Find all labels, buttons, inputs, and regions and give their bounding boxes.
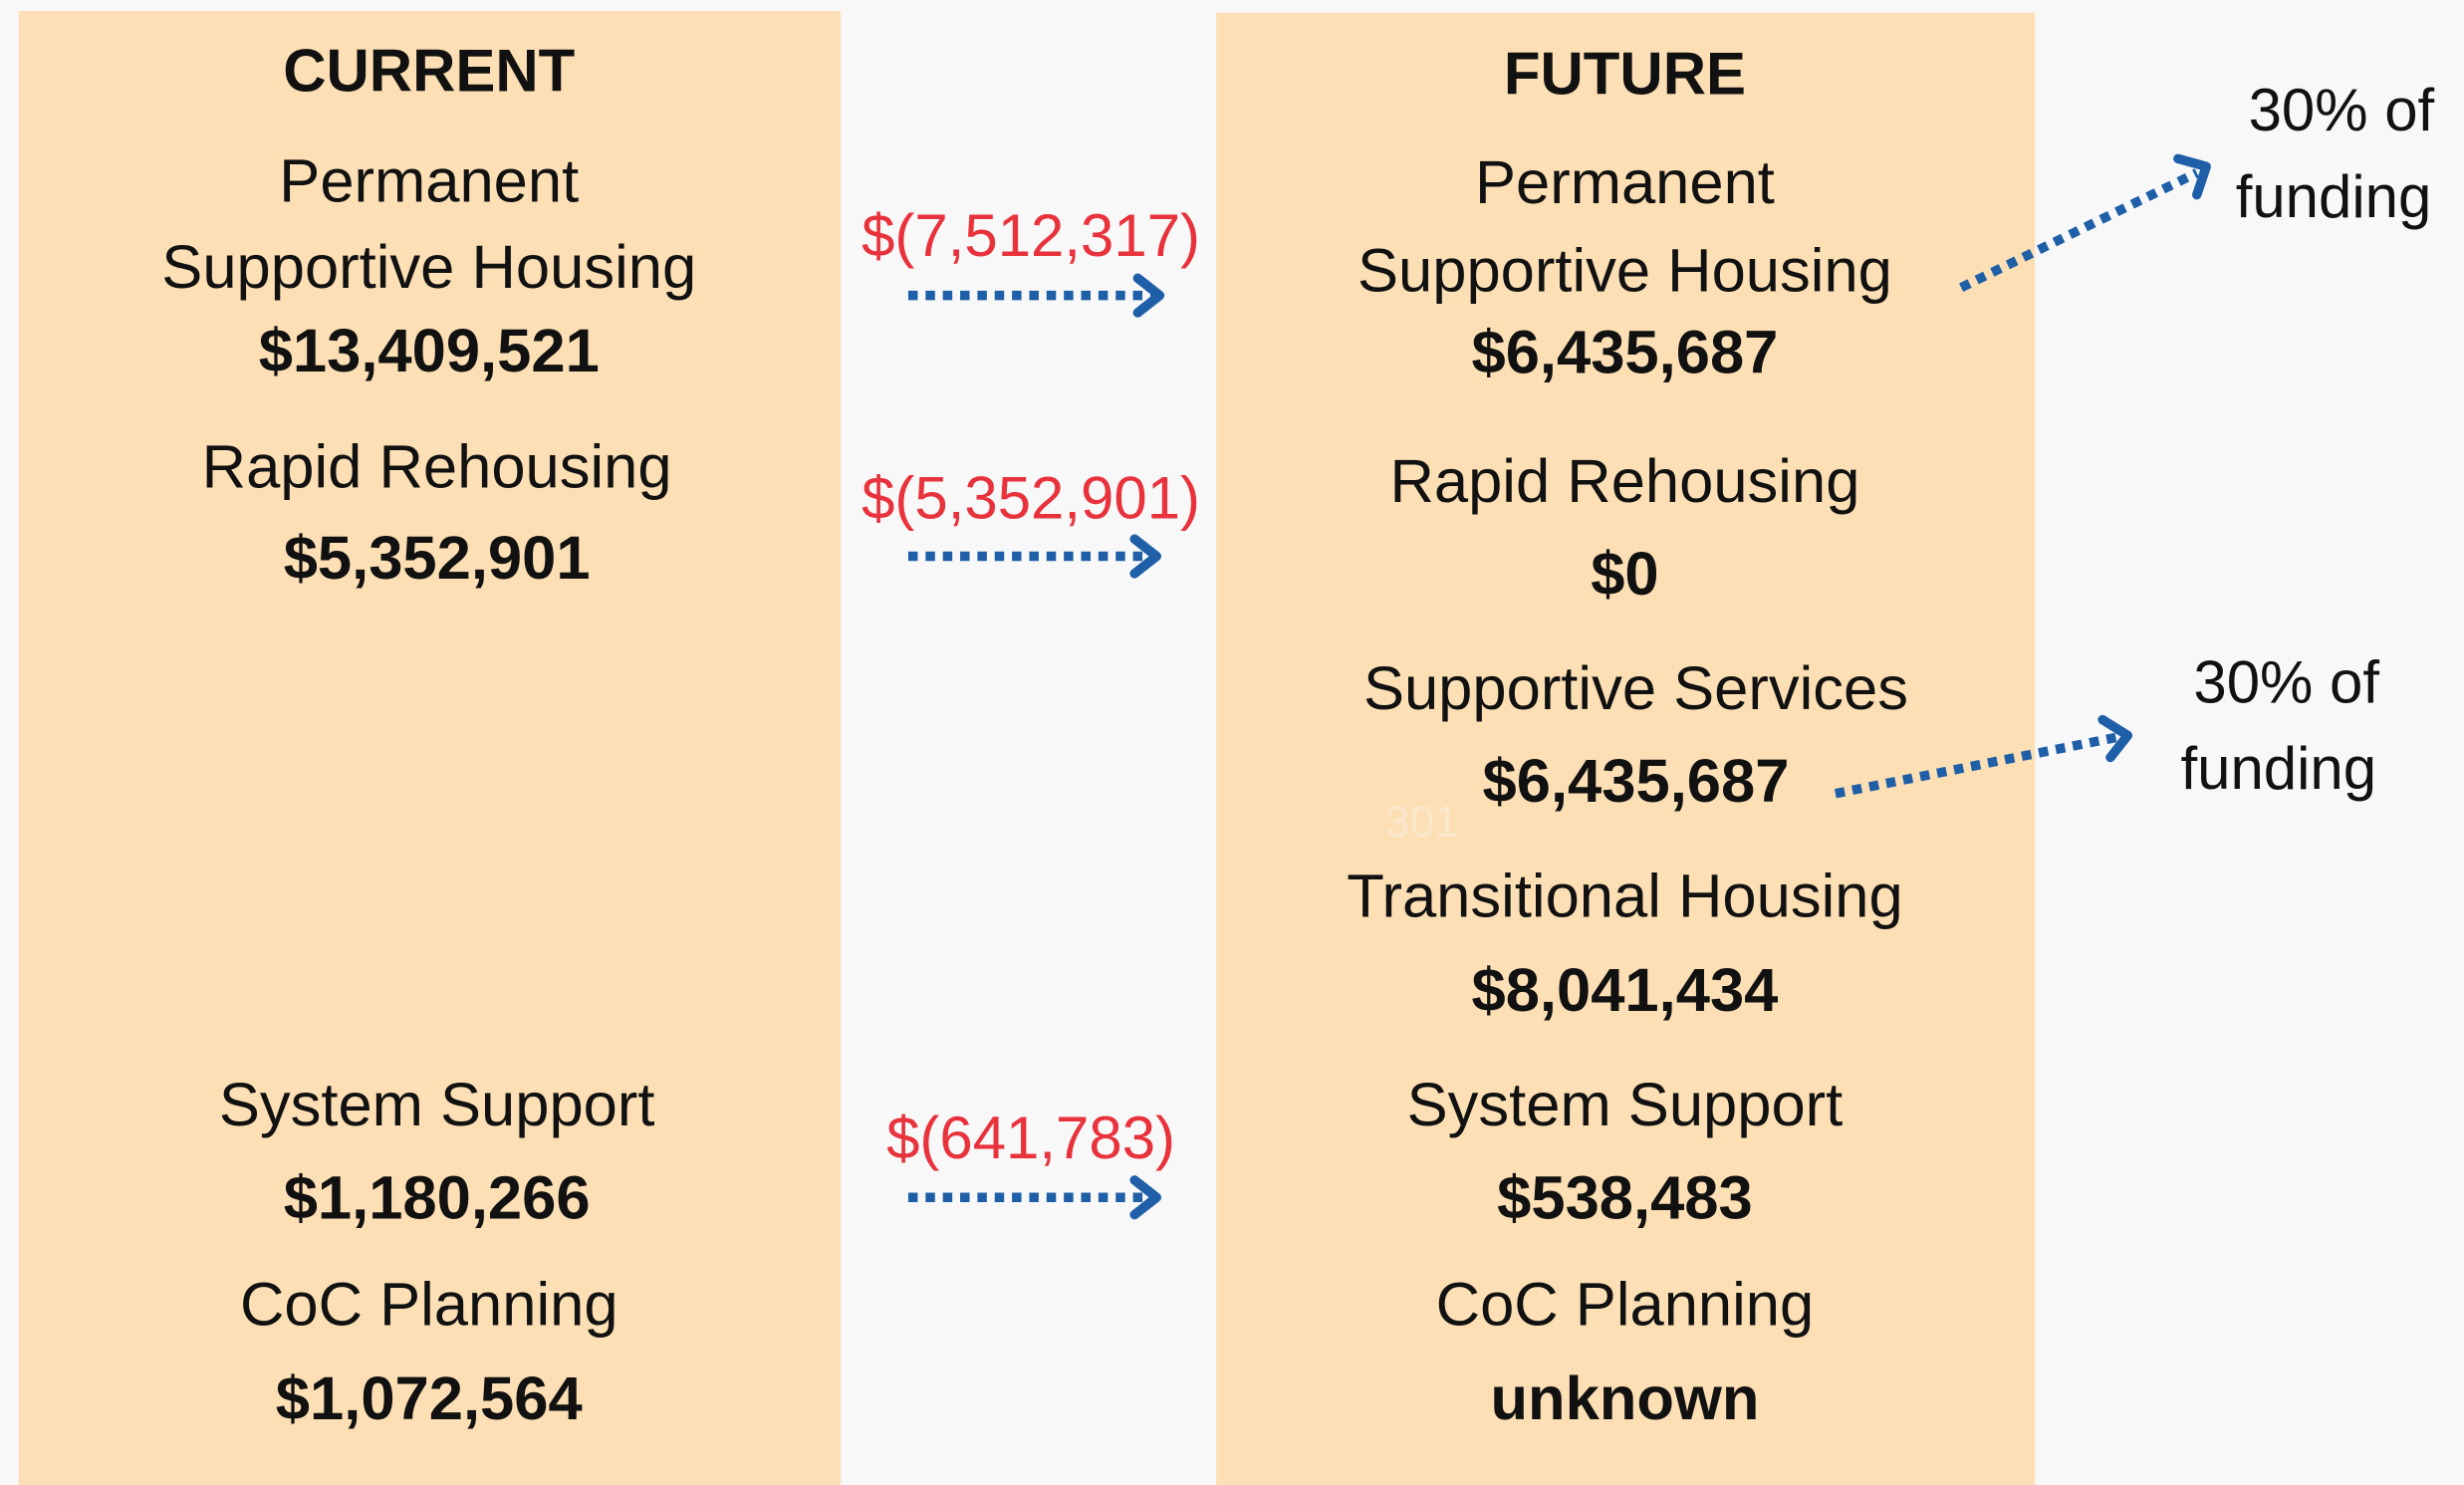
change-amount: $(5,352,901) bbox=[862, 465, 1200, 532]
item-label: Permanent bbox=[1475, 148, 1775, 217]
note: funding bbox=[2180, 735, 2376, 802]
column-title: CURRENT bbox=[283, 38, 575, 105]
item-amount: $13,409,521 bbox=[259, 317, 600, 385]
arrow-head bbox=[2097, 714, 2133, 763]
current-panel bbox=[18, 11, 842, 1485]
items: Permanent Supportive Housing $13,409,521 Ra… bbox=[161, 77, 2434, 1433]
watermark: 301 bbox=[1385, 798, 1459, 847]
item-label: Supportive Services bbox=[1363, 654, 1908, 723]
item-amount: $5,352,901 bbox=[284, 524, 591, 593]
arrow-head bbox=[1129, 1175, 1161, 1220]
column-title: FUTURE bbox=[1504, 41, 1746, 108]
note: funding bbox=[2236, 163, 2432, 230]
item-label: Permanent bbox=[279, 146, 579, 215]
item-amount: $8,041,434 bbox=[1471, 956, 1778, 1025]
item-amount: $1,072,564 bbox=[276, 1364, 583, 1433]
item-amount: $6,435,687 bbox=[1471, 318, 1778, 386]
item-label: Supportive Housing bbox=[1357, 236, 1892, 305]
change-amount: $(641,783) bbox=[886, 1105, 1175, 1171]
change-amount: $(7,512,317) bbox=[862, 202, 1200, 269]
item-label: Rapid Rehousing bbox=[202, 433, 672, 502]
item-amount: $6,435,687 bbox=[1483, 747, 1790, 816]
item-label: CoC Planning bbox=[1436, 1271, 1815, 1340]
item-label: Rapid Rehousing bbox=[1389, 447, 1859, 516]
item-label: Supportive Housing bbox=[161, 233, 696, 302]
arrow-head bbox=[1129, 534, 1161, 579]
item-label: System Support bbox=[219, 1071, 655, 1139]
item-amount: $0 bbox=[1591, 540, 1658, 609]
note: 30% of bbox=[2193, 648, 2379, 715]
item-amount: unknown bbox=[1490, 1364, 1759, 1433]
arrow-head bbox=[2173, 153, 2211, 200]
item-label: CoC Planning bbox=[240, 1271, 618, 1340]
item-amount: $1,180,266 bbox=[284, 1163, 591, 1232]
future-panel bbox=[1216, 12, 2036, 1485]
item-label: Transitional Housing bbox=[1347, 862, 1902, 930]
arrow bbox=[1959, 168, 2199, 292]
arrow bbox=[1834, 732, 2119, 799]
arrow-head bbox=[1132, 273, 1165, 318]
item-label: System Support bbox=[1407, 1071, 1844, 1139]
arrows bbox=[907, 153, 2211, 1220]
item-amount: $538,483 bbox=[1497, 1163, 1753, 1232]
note: 30% of bbox=[2249, 77, 2435, 143]
